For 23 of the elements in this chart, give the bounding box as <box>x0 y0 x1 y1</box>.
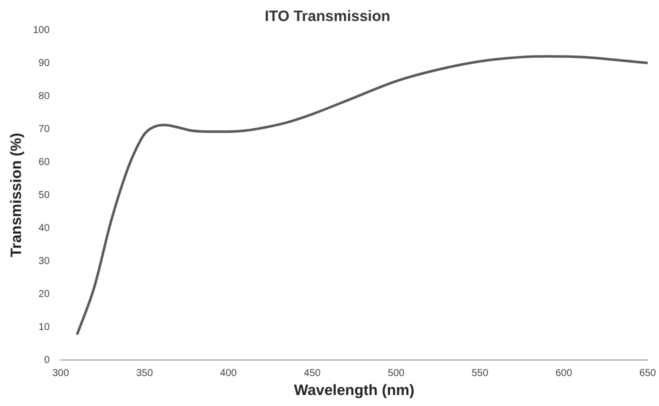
y-tick-label: 50 <box>38 190 50 201</box>
y-tick-label: 30 <box>38 256 50 267</box>
x-tick-label: 400 <box>220 368 238 379</box>
x-tick-label: 300 <box>52 368 70 379</box>
y-tick-label: 70 <box>38 124 50 135</box>
y-tick-label: 100 <box>32 24 50 36</box>
y-tick-label: 90 <box>38 58 50 69</box>
y-tick-label: 80 <box>38 90 50 102</box>
y-tick-label: 10 <box>38 322 50 333</box>
y-tick-label: 60 <box>38 156 50 168</box>
chart-title: ITO Transmission <box>264 8 390 26</box>
x-tick-label: 550 <box>472 368 489 379</box>
line-series <box>76 55 648 335</box>
x-tick-label: 650 <box>639 368 656 379</box>
y-tick-label: 40 <box>38 222 50 234</box>
x-tick-label: 500 <box>388 368 405 379</box>
y-axis-title: Transmission (%) <box>8 132 26 258</box>
y-tick-label: 0 <box>44 354 50 366</box>
x-axis-title: Wavelength (nm) <box>294 382 414 400</box>
x-tick-label: 600 <box>555 368 573 379</box>
y-tick-label: 20 <box>38 288 50 300</box>
x-tick-label: 450 <box>304 368 322 379</box>
x-tick-label: 350 <box>136 368 154 379</box>
